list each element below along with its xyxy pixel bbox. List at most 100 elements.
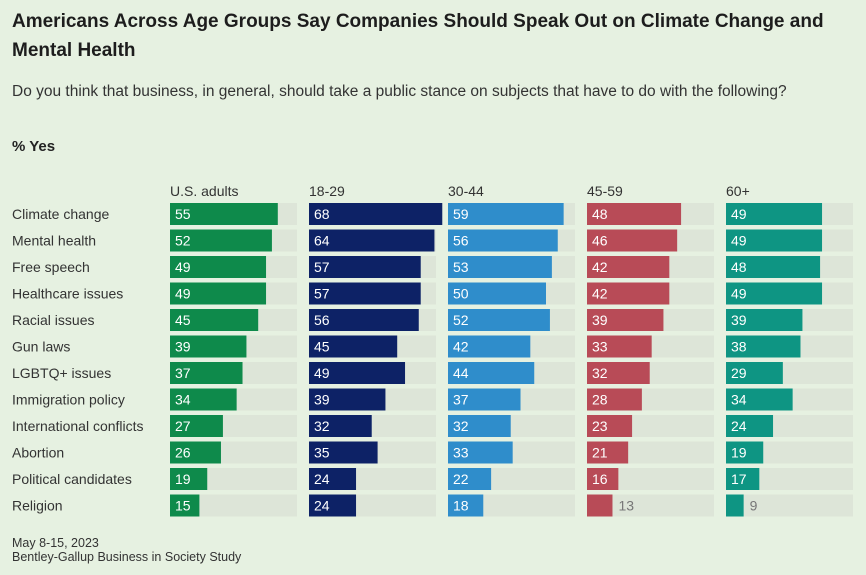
bar <box>587 229 678 252</box>
bar <box>309 203 443 225</box>
data-label: 18 <box>453 498 469 514</box>
bar <box>448 441 513 464</box>
bar <box>587 388 642 411</box>
source-note: Bentley-Gallup Business in Society Study <box>12 550 242 564</box>
data-label: 64 <box>314 233 330 249</box>
bar <box>726 309 803 331</box>
category-label: LGBTQ+ issues <box>12 365 111 381</box>
chart-subtitle: Do you think that business, in general, … <box>12 83 787 100</box>
data-label: 38 <box>731 339 747 355</box>
data-label: 42 <box>453 339 469 355</box>
data-label: 56 <box>314 312 330 328</box>
data-label: 37 <box>453 392 469 408</box>
bar-chart: Climate change Mental health Free speech He… <box>12 183 853 517</box>
data-label: 28 <box>592 392 608 408</box>
bar <box>448 468 492 490</box>
data-label: 32 <box>314 418 330 434</box>
bar <box>587 309 664 331</box>
bar <box>448 494 484 517</box>
bar <box>170 335 247 358</box>
category-label: Racial issues <box>12 312 94 328</box>
data-label: 24 <box>731 418 747 434</box>
data-label: 59 <box>453 206 469 222</box>
data-label: 29 <box>731 365 747 381</box>
bar <box>726 494 744 517</box>
bar <box>448 388 521 411</box>
data-label: 33 <box>453 445 469 461</box>
bar <box>587 468 619 490</box>
bar <box>309 362 406 384</box>
data-label: 23 <box>592 418 608 434</box>
data-label: 34 <box>731 392 747 408</box>
bar <box>726 282 823 305</box>
bar <box>170 468 208 490</box>
bar <box>726 415 774 437</box>
data-label: 32 <box>453 418 469 434</box>
data-label: 55 <box>175 206 191 222</box>
bar <box>448 229 558 252</box>
bar <box>448 282 546 305</box>
bar <box>309 415 372 437</box>
category-label: Healthcare issues <box>12 286 123 302</box>
bar <box>309 229 435 252</box>
bar <box>170 282 267 305</box>
data-label: 49 <box>175 259 191 275</box>
bar <box>726 203 823 225</box>
data-label: 48 <box>592 206 608 222</box>
bar <box>448 415 511 437</box>
bar <box>587 362 650 384</box>
category-label: Religion <box>12 498 63 514</box>
data-label: 22 <box>453 471 469 487</box>
bar <box>587 256 670 278</box>
data-label: 42 <box>592 259 608 275</box>
category-label: Mental health <box>12 233 96 249</box>
bar <box>448 335 531 358</box>
bar <box>587 494 613 517</box>
data-label: 32 <box>592 365 608 381</box>
data-label: 50 <box>453 286 469 302</box>
bar <box>309 441 378 464</box>
bar-track <box>170 494 297 517</box>
bar <box>587 282 670 305</box>
data-label: 15 <box>175 498 191 514</box>
data-label: 49 <box>731 286 747 302</box>
series-header: 18-29 <box>309 183 345 199</box>
bar <box>309 256 421 278</box>
data-label: 57 <box>314 259 330 275</box>
chart-footer: May 8-15, 2023 Bentley-Gallup Business i… <box>12 536 241 564</box>
survey-date: May 8-15, 2023 <box>12 536 99 550</box>
data-label: 46 <box>592 233 608 249</box>
series-header: U.S. adults <box>170 183 238 199</box>
bar <box>309 309 419 331</box>
data-label: 39 <box>175 339 191 355</box>
bar <box>170 256 267 278</box>
data-label: 49 <box>314 365 330 381</box>
bar-track <box>587 494 714 517</box>
data-label: 39 <box>314 392 330 408</box>
category-label: Climate change <box>12 206 109 222</box>
bar <box>587 441 629 464</box>
data-label: 53 <box>453 259 469 275</box>
bar <box>309 388 386 411</box>
category-label: Immigration policy <box>12 392 125 408</box>
bar <box>726 229 823 252</box>
data-label: 21 <box>592 445 608 461</box>
data-label: 19 <box>175 471 191 487</box>
data-label: 49 <box>731 233 747 249</box>
data-label: 19 <box>731 445 747 461</box>
bar <box>309 494 357 517</box>
data-label: 9 <box>750 498 758 514</box>
data-label: 44 <box>453 365 469 381</box>
bar <box>587 335 652 358</box>
bar <box>170 362 243 384</box>
bar <box>309 282 421 305</box>
data-label: 56 <box>453 233 469 249</box>
bar <box>448 256 552 278</box>
bar <box>448 203 564 225</box>
bar <box>448 362 535 384</box>
series-header: 60+ <box>726 183 750 199</box>
bar <box>170 203 278 225</box>
category-label: International conflicts <box>12 418 144 434</box>
bar <box>587 203 682 225</box>
data-label: 17 <box>731 471 747 487</box>
